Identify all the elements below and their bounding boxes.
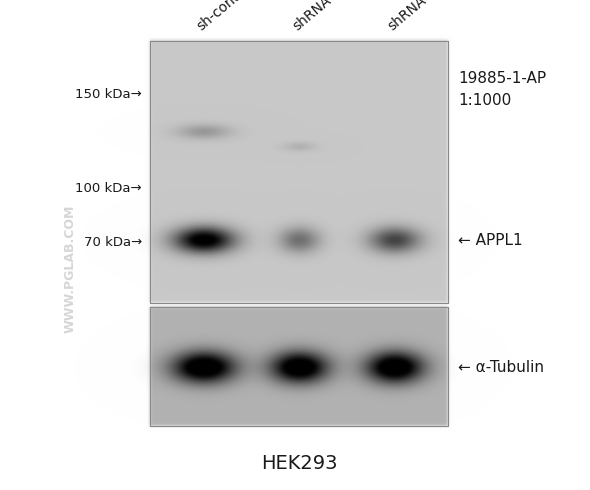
Text: shRNA-2: shRNA-2 (385, 0, 440, 33)
Text: 100 kDa→: 100 kDa→ (76, 181, 142, 195)
Text: ← α-Tubulin: ← α-Tubulin (458, 360, 544, 374)
Text: 19885-1-AP
1:1000: 19885-1-AP 1:1000 (458, 71, 546, 108)
Text: 70 kDa→: 70 kDa→ (84, 236, 142, 248)
Text: WWW.PGLAB.COM: WWW.PGLAB.COM (64, 205, 77, 333)
Text: HEK293: HEK293 (261, 454, 337, 473)
Text: 150 kDa→: 150 kDa→ (76, 89, 142, 101)
Text: shRNA-1: shRNA-1 (290, 0, 344, 33)
Text: ← APPL1: ← APPL1 (458, 232, 523, 247)
Text: sh-control: sh-control (195, 0, 257, 33)
